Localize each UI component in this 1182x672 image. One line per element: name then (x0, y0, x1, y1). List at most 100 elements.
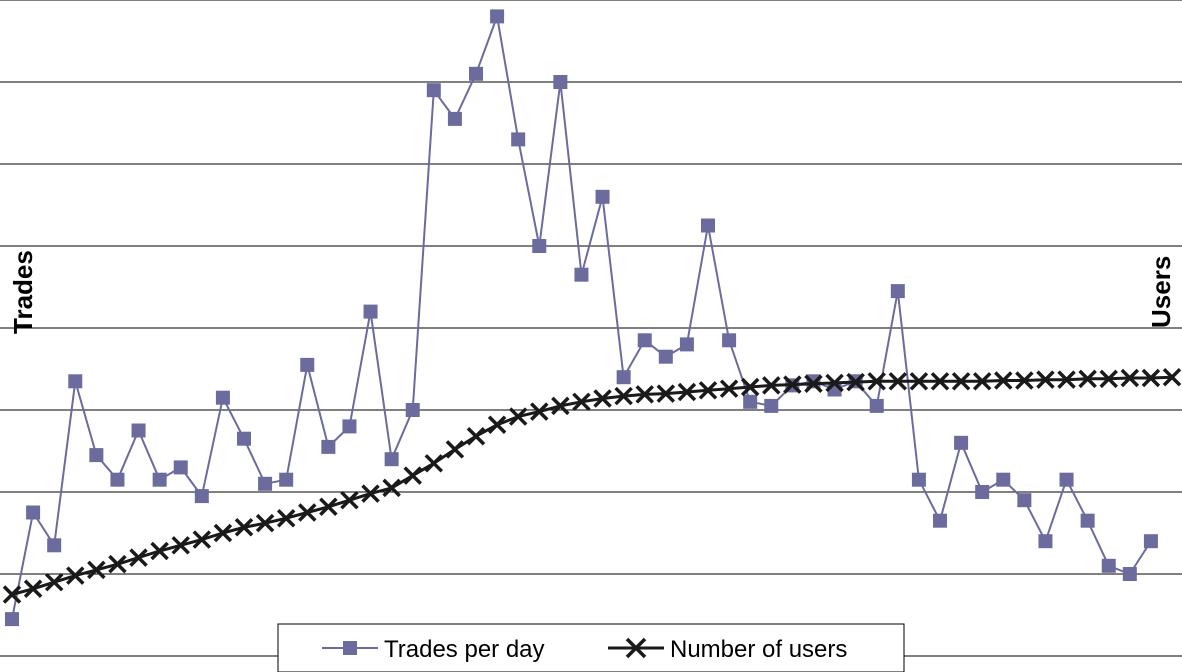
data-point-trades (426, 83, 441, 98)
data-point-users (719, 379, 739, 398)
data-point-users (66, 566, 85, 585)
data-point-users (150, 541, 169, 561)
data-point-trades (215, 390, 230, 405)
data-point-users (593, 389, 612, 408)
data-point-trades (342, 419, 357, 434)
data-point-trades (68, 374, 83, 389)
data-point-trades (1038, 534, 1053, 549)
data-point-trades (574, 267, 589, 282)
data-point-users (403, 466, 422, 485)
data-point-users (276, 509, 296, 528)
data-point-users (530, 402, 549, 421)
legend: Trades per day Number of users (277, 623, 905, 672)
data-point-trades (1122, 567, 1137, 581)
y-axis-right-title: Users (1146, 256, 1176, 328)
data-point-trades (237, 431, 251, 446)
data-point-users (171, 536, 190, 555)
data-point-trades (954, 435, 969, 450)
data-point-users (1057, 370, 1076, 389)
data-point-users (23, 579, 43, 598)
data-point-users (783, 375, 802, 394)
data-point-trades (764, 398, 779, 413)
data-point-users (382, 478, 401, 498)
data-point-users (1162, 367, 1182, 387)
data-point-trades (26, 505, 41, 520)
data-point-trades (869, 398, 884, 413)
data-point-trades (447, 111, 462, 126)
data-point-users (424, 454, 444, 473)
data-point-users (508, 407, 528, 426)
data-point-trades (911, 472, 926, 487)
data-point-users (2, 585, 22, 604)
data-point-users (656, 384, 676, 403)
data-point-trades (258, 476, 273, 491)
data-point-trades (1059, 472, 1074, 487)
data-point-users (466, 427, 486, 446)
data-point-users (740, 377, 760, 397)
data-point-users (762, 376, 781, 395)
data-point-users (234, 518, 254, 537)
data-point-trades (890, 284, 905, 299)
data-point-users (825, 373, 844, 393)
legend-item-trades: Trades per day (322, 636, 545, 663)
gridlines (0, 0, 1182, 657)
data-point-users (1141, 368, 1161, 388)
data-point-users (1120, 368, 1140, 388)
data-point-trades (616, 370, 631, 385)
legend-label: Trades per day (384, 636, 545, 663)
data-point-users (930, 372, 950, 391)
data-point-users (361, 484, 380, 503)
data-point-trades (110, 472, 125, 487)
legend-box (277, 623, 905, 672)
data-point-users (972, 372, 992, 391)
data-point-users (87, 560, 106, 580)
data-point-trades (658, 349, 673, 364)
data-point-users (804, 374, 823, 393)
data-point-trades (173, 460, 188, 475)
data-point-users (572, 392, 591, 412)
data-point-trades (279, 472, 294, 487)
data-point-users (614, 386, 633, 406)
data-point-users (1015, 371, 1034, 390)
data-point-users (487, 415, 507, 434)
data-point-trades (131, 423, 146, 438)
data-point-trades (679, 337, 694, 352)
series-group (2, 9, 1182, 627)
data-point-trades (490, 9, 505, 24)
data-point-users (888, 372, 908, 391)
data-point-users (44, 572, 64, 592)
legend-items: Trades per day Number of users (322, 636, 847, 663)
data-point-users (108, 554, 127, 574)
series-users (2, 367, 1182, 604)
data-point-trades (405, 403, 420, 417)
data-point-users (445, 440, 465, 459)
data-point-users (319, 497, 338, 516)
data-point-trades (152, 472, 167, 487)
data-point-trades (89, 448, 104, 463)
data-point-trades (933, 513, 947, 528)
legend-item-users: Number of users (608, 636, 847, 663)
data-point-users (1099, 369, 1118, 389)
data-point-trades (722, 333, 737, 348)
data-point-users (213, 523, 233, 543)
legend-marker-x (625, 637, 647, 659)
data-point-trades (996, 472, 1011, 487)
legend-label: Number of users (670, 636, 847, 663)
data-point-trades (511, 132, 526, 147)
data-point-users (846, 372, 865, 392)
data-point-trades (532, 239, 547, 253)
data-point-trades (194, 489, 209, 504)
data-point-trades (975, 485, 990, 499)
data-point-users (255, 513, 275, 533)
data-point-trades (1143, 534, 1158, 549)
data-point-users (551, 396, 570, 416)
y-axis-left-title: Trades (8, 250, 38, 334)
data-point-users (129, 548, 148, 567)
series-trades (5, 9, 1158, 627)
data-point-trades (1080, 513, 1095, 528)
data-point-users (340, 490, 359, 510)
data-point-users (298, 503, 317, 522)
data-point-trades (637, 333, 652, 348)
